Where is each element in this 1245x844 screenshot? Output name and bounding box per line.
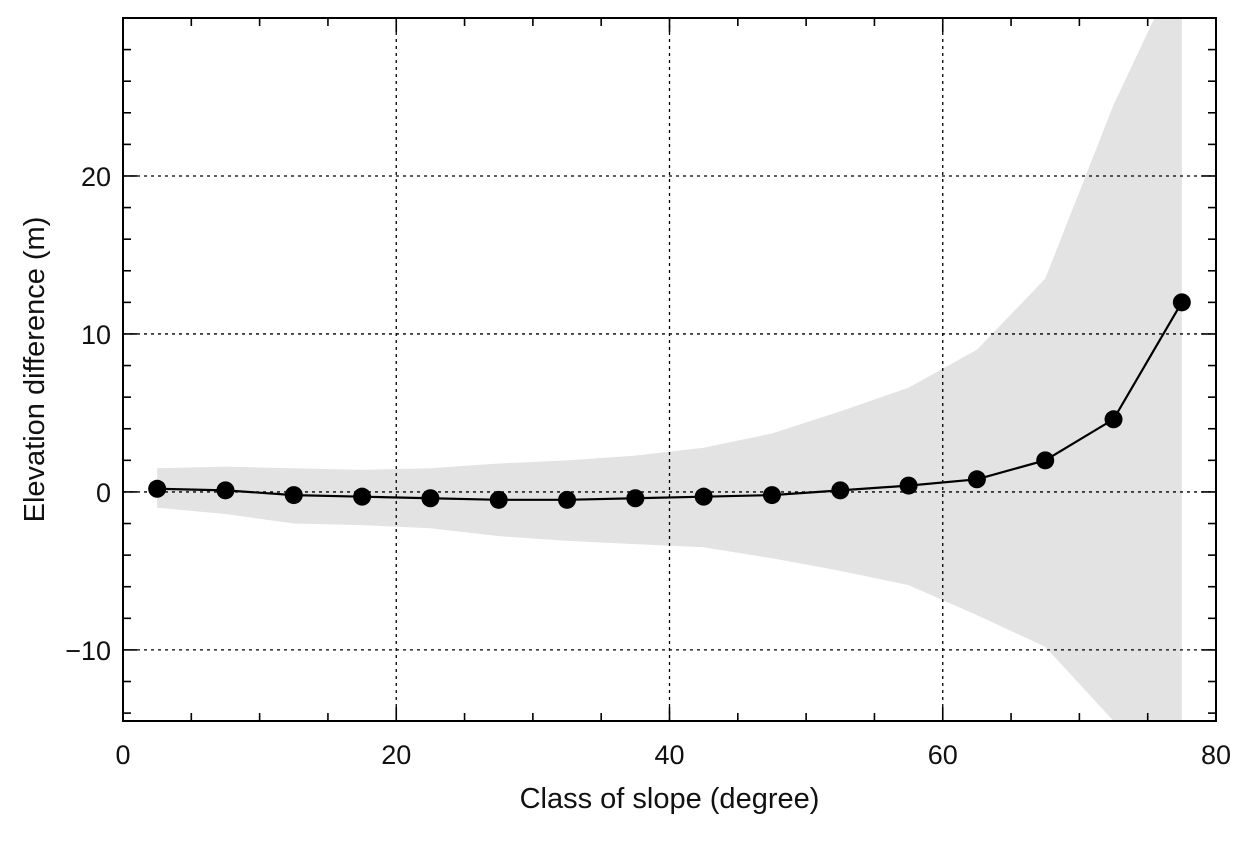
data-point bbox=[1172, 293, 1191, 312]
data-point bbox=[831, 481, 850, 500]
y-tick-label: −10 bbox=[65, 636, 111, 666]
x-tick-label: 20 bbox=[381, 740, 411, 770]
y-axis-title: Elevation difference (m) bbox=[19, 217, 51, 523]
data-point bbox=[353, 487, 372, 506]
data-point bbox=[148, 479, 167, 498]
data-point bbox=[694, 487, 713, 506]
series-points-layer bbox=[148, 293, 1191, 509]
data-point bbox=[284, 486, 303, 505]
y-tick-labels: −10 0 10 20 bbox=[65, 162, 111, 666]
y-tick-label: 20 bbox=[81, 162, 111, 192]
data-point bbox=[626, 489, 645, 508]
x-axis-title: Class of slope (degree) bbox=[520, 783, 820, 815]
data-point bbox=[558, 490, 577, 509]
data-point bbox=[489, 490, 508, 509]
data-point bbox=[762, 486, 781, 505]
data-point bbox=[899, 476, 918, 495]
data-point bbox=[421, 489, 440, 508]
data-point bbox=[1104, 410, 1123, 429]
series-line bbox=[157, 301, 1183, 501]
y-tick-label: 0 bbox=[96, 478, 111, 508]
x-tick-label: 40 bbox=[654, 740, 684, 770]
y-tick-label: 10 bbox=[81, 320, 111, 350]
x-tick-label: 80 bbox=[1201, 740, 1231, 770]
std-band-layer bbox=[157, 18, 1182, 721]
grid-layer bbox=[123, 18, 1216, 721]
series-line-layer bbox=[157, 301, 1183, 501]
data-point bbox=[216, 481, 235, 500]
x-tick-label: 0 bbox=[115, 740, 130, 770]
x-tick-labels: 0 20 40 60 80 bbox=[115, 740, 1231, 770]
data-point bbox=[1036, 451, 1055, 470]
std-band-area bbox=[157, 18, 1182, 721]
data-point bbox=[967, 470, 986, 489]
x-tick-label: 60 bbox=[928, 740, 958, 770]
tick-marks-layer bbox=[122, 17, 1217, 721]
